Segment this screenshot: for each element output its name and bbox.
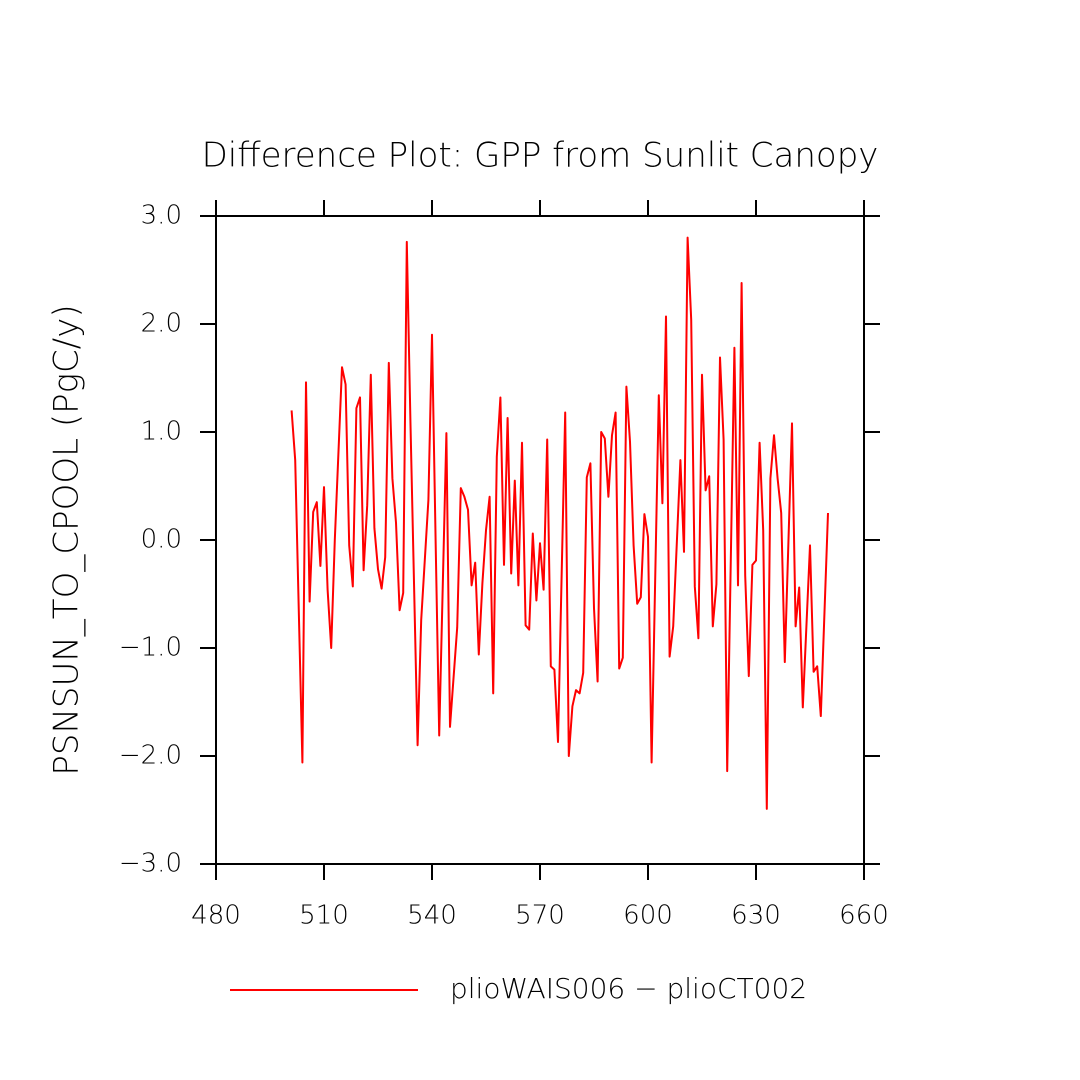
y-tick-label: 2.0 <box>141 309 182 339</box>
y-tick-label: 0.0 <box>141 525 182 555</box>
x-tick-label: 660 <box>839 901 889 931</box>
x-tick-label: 510 <box>299 901 349 931</box>
data-line <box>290 236 829 810</box>
x-tick-label: 630 <box>731 901 781 931</box>
x-tick-label: 540 <box>407 901 457 931</box>
y-tick-label: −2.0 <box>119 741 182 771</box>
x-tick-label: 480 <box>191 901 241 931</box>
x-tick-label: 600 <box>623 901 673 931</box>
y-tick-label: 3.0 <box>141 201 182 231</box>
legend-label: plioWAIS006 − plioCT002 <box>450 972 807 1005</box>
y-tick-label: 1.0 <box>141 417 182 447</box>
chart-title: Difference Plot: GPP from Sunlit Canopy <box>202 136 879 176</box>
y-tick-label: −1.0 <box>119 633 182 663</box>
x-tick-label: 570 <box>515 901 565 931</box>
y-tick-label: −3.0 <box>119 849 182 879</box>
y-axis-label: PSNSUN_TO_CPOOL (PgC/y) <box>47 304 87 775</box>
